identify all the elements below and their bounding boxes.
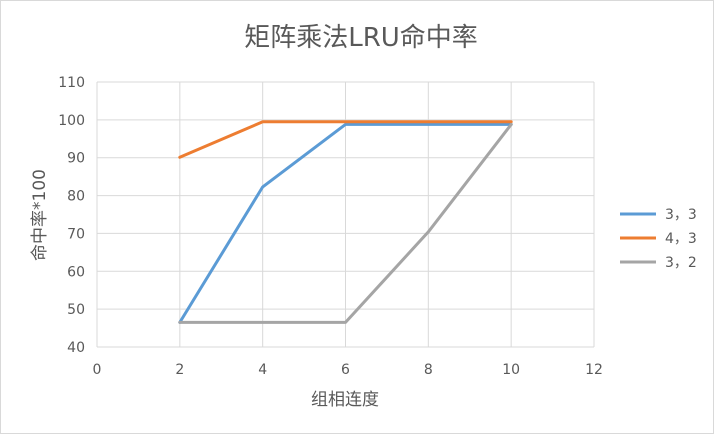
x-tick-label: 0 — [93, 362, 102, 378]
x-tick-label: 10 — [502, 362, 520, 378]
x-tick-label: 4 — [258, 362, 267, 378]
y-tick-label: 90 — [67, 151, 85, 167]
y-axis-title: 命中率*100 — [30, 169, 50, 261]
legend-label: 4，3 — [665, 231, 697, 247]
y-tick-label: 110 — [58, 75, 85, 91]
x-tick-label: 6 — [341, 362, 350, 378]
tick-labels: 40 50 60 70 80 90 100 110 0 2 4 6 8 10 12 — [58, 75, 603, 378]
y-tick-label: 80 — [67, 189, 85, 205]
series-line-1 — [178, 122, 513, 324]
legend: 3，3 4，3 3，2 — [620, 207, 697, 271]
chart-title: 矩阵乘法LRU命中率 — [244, 23, 478, 53]
y-tick-label: 40 — [67, 340, 85, 356]
x-tick-label: 8 — [424, 362, 433, 378]
x-tick-label: 2 — [175, 362, 184, 378]
x-axis-title: 组相连度 — [311, 390, 379, 410]
legend-label: 3，2 — [665, 255, 697, 271]
series-lines — [178, 120, 513, 324]
series-line-3 — [178, 122, 513, 324]
y-tick-label: 70 — [67, 226, 85, 242]
legend-label: 3，3 — [665, 207, 697, 223]
y-tick-label: 60 — [67, 264, 85, 280]
series-line-2 — [178, 120, 513, 159]
y-tick-label: 100 — [58, 113, 85, 129]
y-tick-label: 50 — [67, 302, 85, 318]
x-tick-label: 12 — [585, 362, 603, 378]
